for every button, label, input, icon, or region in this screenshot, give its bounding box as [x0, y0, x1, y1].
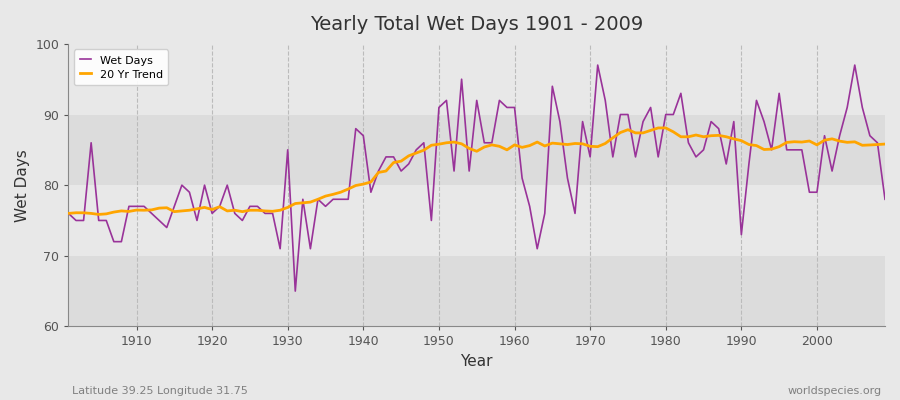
20 Yr Trend	[94, 212, 104, 217]
Title: Yearly Total Wet Days 1901 - 2009: Yearly Total Wet Days 1901 - 2009	[310, 15, 644, 34]
Wet Days	[879, 197, 890, 202]
Wet Days	[517, 176, 527, 180]
20 Yr Trend	[343, 187, 354, 192]
Legend: Wet Days, 20 Yr Trend: Wet Days, 20 Yr Trend	[74, 50, 168, 86]
20 Yr Trend	[879, 142, 890, 146]
Y-axis label: Wet Days: Wet Days	[15, 149, 30, 222]
Wet Days	[509, 105, 520, 110]
Wet Days	[615, 112, 626, 117]
20 Yr Trend	[297, 200, 308, 205]
20 Yr Trend	[652, 126, 663, 130]
Text: worldspecies.org: worldspecies.org	[788, 386, 882, 396]
Bar	[68, 44, 885, 114]
Bar	[68, 185, 885, 256]
Line: 20 Yr Trend: 20 Yr Trend	[68, 128, 885, 214]
Bar	[68, 256, 885, 326]
Wet Days	[297, 197, 308, 202]
20 Yr Trend	[608, 136, 618, 140]
20 Yr Trend	[63, 211, 74, 216]
Wet Days	[290, 289, 301, 294]
Wet Days	[592, 63, 603, 68]
Wet Days	[123, 204, 134, 209]
Wet Days	[63, 211, 74, 216]
20 Yr Trend	[509, 142, 520, 147]
Line: Wet Days: Wet Days	[68, 65, 885, 291]
Wet Days	[343, 197, 354, 202]
Text: Latitude 39.25 Longitude 31.75: Latitude 39.25 Longitude 31.75	[72, 386, 248, 396]
Bar	[68, 114, 885, 185]
X-axis label: Year: Year	[461, 354, 493, 369]
20 Yr Trend	[131, 208, 142, 212]
20 Yr Trend	[517, 145, 527, 150]
